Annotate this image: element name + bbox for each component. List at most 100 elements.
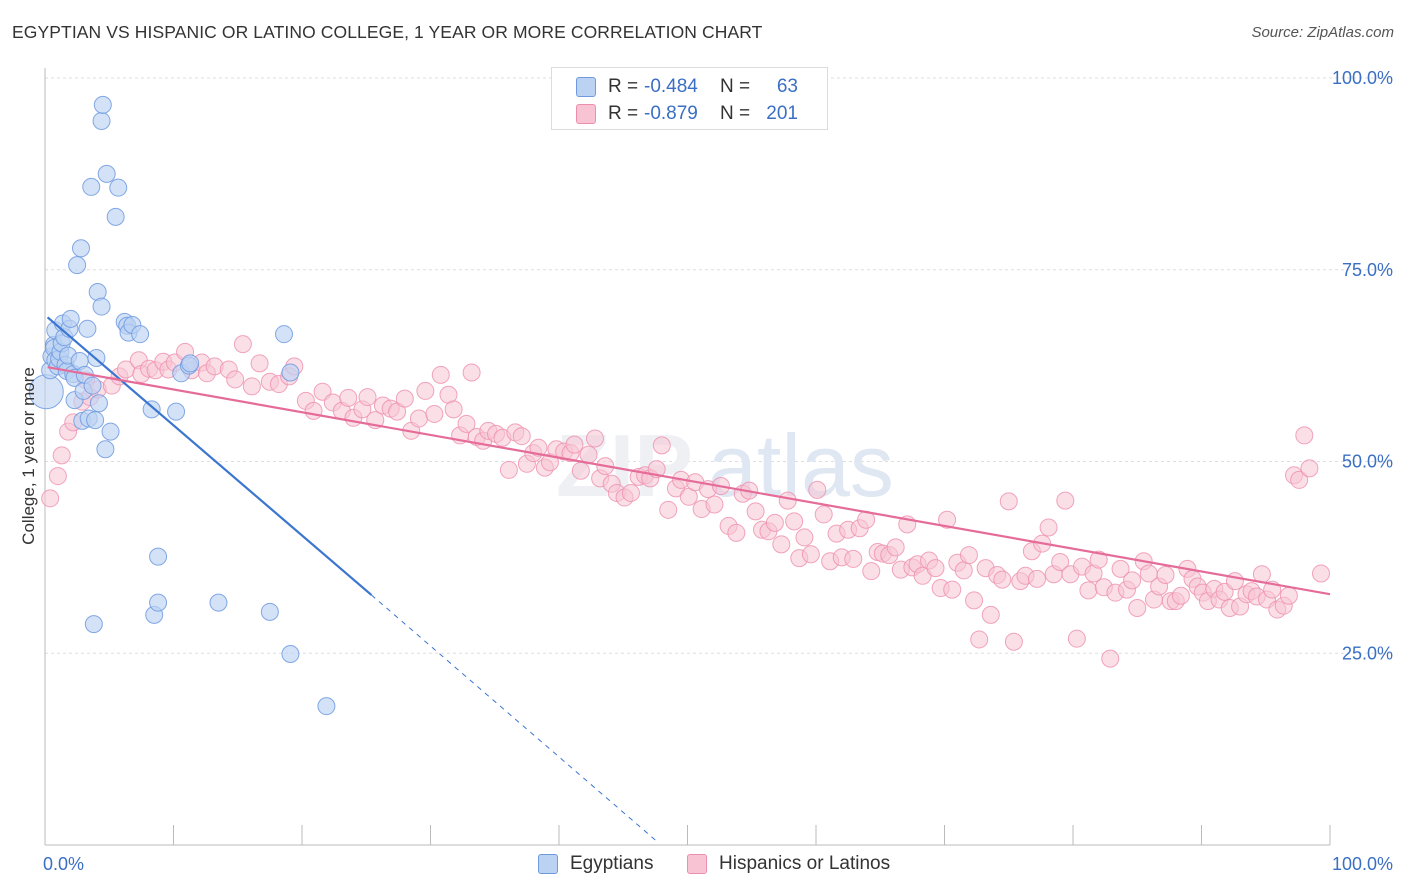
egyptian-point xyxy=(142,400,161,419)
hispanic-point xyxy=(416,381,435,400)
r-value: -0.484 xyxy=(644,76,698,97)
hispanic-point xyxy=(844,549,863,568)
hispanic-point xyxy=(808,480,827,499)
hispanic-point xyxy=(926,559,945,578)
egyptian-point xyxy=(97,164,116,183)
egyptian-point xyxy=(106,207,125,226)
y-tick-label: 50.0% xyxy=(1342,452,1393,472)
hispanic-point xyxy=(954,561,973,580)
legend-item-hispanics[interactable]: Hispanics or Latinos xyxy=(687,852,890,876)
hispanic-point xyxy=(565,435,584,454)
hispanic-point xyxy=(801,545,820,564)
hispanic-point xyxy=(444,400,463,419)
hispanic-point xyxy=(943,580,962,599)
n-value: 63 xyxy=(776,76,798,97)
stats-row-egyptians: R = -0.484 N = 63 xyxy=(552,73,798,101)
egyptian-point xyxy=(317,697,336,716)
r-label: R = xyxy=(608,103,639,124)
hispanic-point xyxy=(1067,629,1086,648)
hispanic-point xyxy=(862,562,881,581)
hispanic-point xyxy=(409,409,428,428)
trend-lines xyxy=(46,316,1331,842)
hispanic-point xyxy=(1039,518,1058,537)
tick-labels: 25.0% 50.0% 75.0% 100.0% 0.0% 100.0% xyxy=(43,68,1393,874)
hispanic-point xyxy=(48,467,67,486)
gridlines xyxy=(45,77,1393,654)
hispanic-point xyxy=(965,591,984,610)
hispanic-point xyxy=(52,446,71,465)
hispanic-point xyxy=(395,389,414,408)
hispanic-trend-line xyxy=(47,366,1331,596)
hispanic-point xyxy=(499,460,518,479)
hispanic-point xyxy=(1101,649,1120,668)
hispanic-point xyxy=(358,388,377,407)
hispanic-point xyxy=(970,630,989,649)
egyptian-point xyxy=(61,309,80,328)
hispanic-point xyxy=(1089,550,1108,569)
hispanic-point xyxy=(1312,564,1331,583)
hispanic-point xyxy=(1279,586,1298,605)
legend-swatch-egyptians xyxy=(538,854,558,874)
egyptian-point xyxy=(83,376,102,395)
hispanic-point xyxy=(1028,569,1047,588)
egyptian-point xyxy=(78,319,97,338)
r-label: R = xyxy=(608,76,639,97)
egyptian-point xyxy=(68,256,87,275)
x-tick-label: 0.0% xyxy=(43,854,84,874)
egyptian-points xyxy=(28,95,336,716)
egyptian-point xyxy=(181,354,200,373)
hispanic-point xyxy=(462,363,481,382)
hispanic-point xyxy=(431,365,450,384)
egyptian-point xyxy=(260,602,279,621)
hispanic-point xyxy=(529,438,548,457)
legend-swatch-hispanics xyxy=(687,854,707,874)
n-value: 201 xyxy=(766,103,798,124)
hispanic-point xyxy=(1004,632,1023,651)
hispanic-point xyxy=(938,510,957,529)
egyptian-point xyxy=(131,325,150,344)
hispanic-point xyxy=(1300,459,1319,478)
egyptian-point xyxy=(209,593,228,612)
hispanic-point xyxy=(425,404,444,423)
egyptian-point xyxy=(82,177,101,196)
hispanic-point xyxy=(1295,426,1314,445)
hispanic-point xyxy=(1111,559,1130,578)
hispanic-point xyxy=(226,370,245,389)
egyptian-point xyxy=(84,615,103,634)
egyptian-point xyxy=(89,394,108,413)
egyptian-point xyxy=(71,239,90,258)
n-label: N = xyxy=(720,76,751,97)
y-tick-label: 25.0% xyxy=(1342,643,1393,663)
egyptian-point xyxy=(92,111,111,130)
hispanic-point xyxy=(746,502,765,521)
egyptians-swatch xyxy=(576,77,596,97)
r-value: -0.879 xyxy=(644,103,698,124)
hispanic-points xyxy=(41,335,1331,668)
hispanic-point xyxy=(778,491,797,510)
y-tick-label: 100.0% xyxy=(1332,68,1393,88)
egyptian-point xyxy=(275,325,294,344)
hispanic-point xyxy=(1156,566,1175,585)
legend-item-egyptians[interactable]: Egyptians xyxy=(538,852,653,876)
egyptian-point xyxy=(167,402,186,421)
hispanic-point xyxy=(250,354,269,373)
hispanic-point xyxy=(705,495,724,514)
egyptian-point xyxy=(149,547,168,566)
n-label: N = xyxy=(720,103,751,124)
egyptian-point xyxy=(86,411,105,430)
hispanic-point xyxy=(233,335,252,354)
hispanic-point xyxy=(457,414,476,433)
hispanic-point xyxy=(959,546,978,565)
hispanic-point xyxy=(242,377,261,396)
hispanic-point xyxy=(585,429,604,448)
hispanic-point xyxy=(1123,571,1142,590)
hispanic-point xyxy=(1056,491,1075,510)
hispanic-point xyxy=(339,388,358,407)
hispanic-point xyxy=(1051,552,1070,571)
egyptian-point xyxy=(109,178,128,197)
hispanic-point xyxy=(886,538,905,557)
hispanic-point xyxy=(999,492,1018,511)
hispanic-point xyxy=(579,445,598,464)
hispanic-point xyxy=(772,535,791,554)
